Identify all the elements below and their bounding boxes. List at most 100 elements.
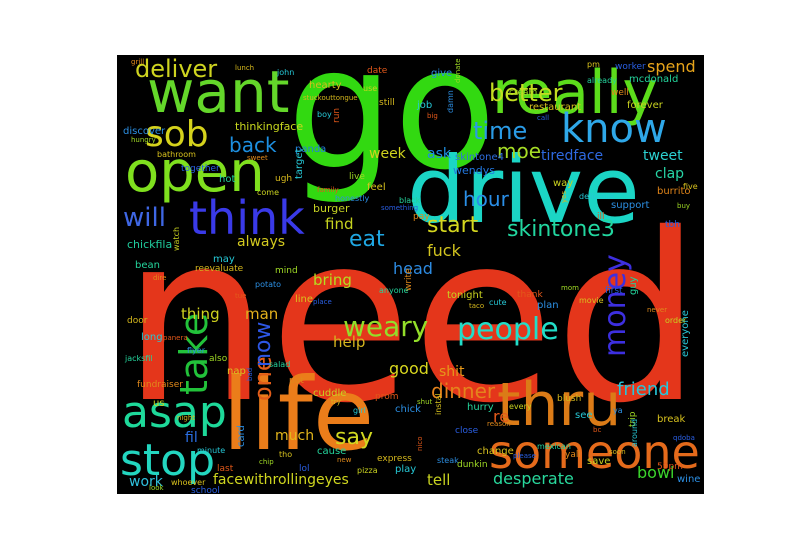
word: thinkingface (235, 120, 304, 133)
small-word: place (313, 298, 332, 306)
small-word: girl (353, 406, 366, 415)
small-word: pm (587, 60, 600, 69)
small-word: night (177, 414, 196, 422)
word: go (287, 55, 497, 207)
word: burrito (657, 186, 691, 197)
word: need (122, 184, 702, 454)
word: bowl (637, 463, 675, 482)
small-word: chick (395, 404, 421, 415)
word: shit (439, 364, 465, 380)
small-word: call (537, 114, 550, 122)
small-word: card (236, 425, 247, 447)
word: tweet (643, 148, 683, 164)
small-word: give (431, 68, 453, 79)
small-word: family (317, 186, 339, 194)
word: wendys (453, 164, 495, 177)
word: start (427, 213, 479, 238)
small-word: write (404, 268, 414, 291)
word: help (333, 333, 366, 351)
small-word: come (257, 188, 280, 197)
small-word: mom (561, 284, 579, 292)
word: moe (497, 139, 542, 163)
small-word: big (427, 112, 438, 120)
small-word: cuddle (313, 388, 347, 399)
small-word: hurry (467, 402, 494, 413)
small-word: movie (579, 296, 604, 305)
word: much (275, 428, 315, 444)
word: think (189, 191, 305, 245)
word: want (147, 58, 290, 126)
small-word: please (513, 452, 536, 460)
small-word: boy (317, 110, 332, 119)
word: desperate (493, 469, 574, 488)
small-word: ugh (275, 174, 293, 184)
word: stop (120, 435, 216, 486)
small-word: salad (269, 360, 291, 369)
small-word: still (379, 98, 395, 108)
word: say (335, 425, 373, 450)
small-word: order (665, 316, 687, 325)
small-word: reevaluate (195, 264, 244, 274)
small-word: discover (123, 126, 166, 137)
word: life (222, 356, 375, 473)
small-word: chip (259, 458, 274, 466)
small-word: express (377, 454, 412, 464)
word: skintone4 (455, 152, 505, 163)
small-word: shut (417, 398, 433, 406)
small-word: nap (227, 366, 246, 377)
word: hour (463, 187, 509, 211)
word: clap (655, 166, 685, 182)
word: deliver (135, 55, 218, 83)
small-word: tho (279, 450, 293, 459)
small-word: mcdonald (629, 74, 679, 85)
word: back (229, 133, 277, 157)
word: always (237, 234, 286, 250)
small-word: bathroom (157, 150, 196, 159)
small-word: long (141, 332, 163, 343)
word: money (598, 254, 633, 357)
word: open (125, 140, 265, 205)
small-word: try (331, 398, 341, 406)
word: bring (313, 271, 352, 289)
word: find (325, 215, 354, 233)
small-word: job (417, 100, 433, 111)
small-word: whoever (171, 478, 206, 487)
word: skintone3 (507, 217, 615, 242)
small-word: tue (235, 292, 247, 300)
word: hearty (309, 80, 342, 91)
word: tiredface (541, 148, 604, 164)
small-word: steak (437, 456, 459, 465)
small-word: tbh (665, 220, 680, 230)
small-word: stuckouttongue (303, 94, 358, 102)
word: fuck (427, 241, 461, 260)
small-word: first (605, 286, 623, 296)
word: week (369, 146, 406, 162)
word: someone (489, 425, 700, 479)
word: spend (647, 57, 696, 76)
small-word: target (294, 148, 305, 179)
small-word: guy (628, 276, 639, 295)
word: time (473, 117, 528, 145)
word: dinner (431, 379, 496, 403)
small-word: ill (597, 212, 605, 222)
small-word: new (337, 456, 352, 464)
small-word: yes (560, 190, 568, 203)
small-word: bc (593, 426, 602, 434)
word: head (393, 259, 433, 278)
small-word: blush (557, 394, 582, 404)
small-word: already (587, 76, 617, 85)
small-word: see (575, 410, 593, 421)
small-word: thank (517, 290, 543, 300)
small-word: minute (197, 446, 226, 455)
small-word: fundraiser (137, 380, 183, 390)
small-word: hot (219, 174, 236, 185)
small-word: taco (469, 302, 485, 310)
word: facewithrollingeyes (213, 472, 349, 488)
word: asap (122, 387, 227, 438)
small-word: forever (627, 100, 663, 111)
small-word: pay (413, 212, 430, 222)
small-word: together (181, 164, 220, 174)
small-word: bean (135, 260, 160, 271)
word: weary (343, 310, 429, 343)
small-word: mind (275, 266, 298, 276)
